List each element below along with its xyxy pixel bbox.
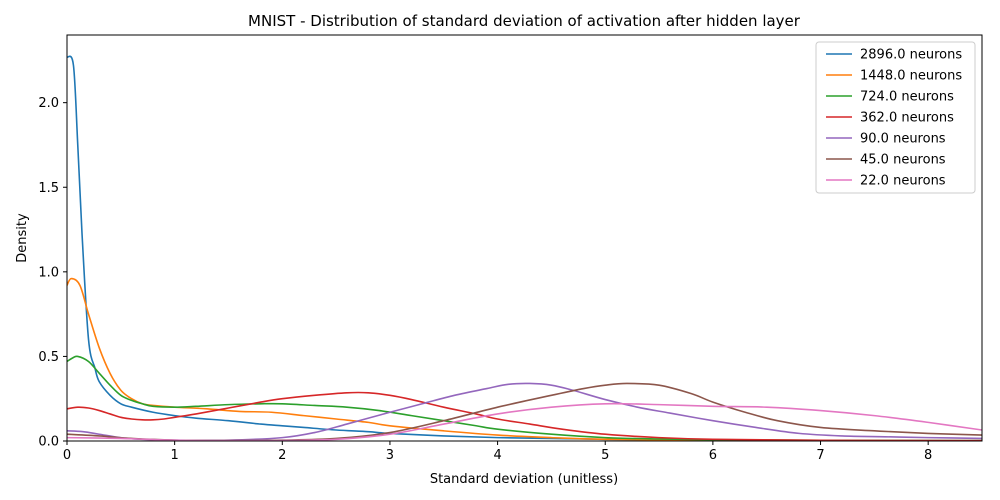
series-line-2 (67, 277, 982, 441)
y-tick-label: 0.5 (38, 350, 59, 365)
y-tick-label: 1.5 (38, 181, 59, 196)
y-tick-label: 2.0 (38, 96, 59, 111)
legend-label: 1448.0 neurons (860, 69, 962, 84)
y-tick-label: 0.0 (38, 435, 59, 450)
legend-label: 90.0 neurons (860, 132, 946, 147)
legend-label: 45.0 neurons (860, 153, 946, 168)
x-tick-label: 3 (386, 448, 394, 463)
series-line-4 (67, 391, 982, 441)
x-tick-label: 4 (493, 448, 501, 463)
x-tick-label: 6 (709, 448, 717, 463)
x-tick-label: 7 (816, 448, 824, 463)
x-axis: 0 1 2 3 4 5 6 7 8 (63, 441, 932, 463)
x-axis-label: Standard deviation (unitless) (430, 472, 618, 487)
legend-label: 2896.0 neurons (860, 48, 962, 63)
y-axis: 0.0 0.5 1.0 1.5 2.0 (38, 96, 67, 450)
legend-label: 362.0 neurons (860, 111, 954, 126)
plot-frame (66, 34, 983, 442)
x-tick-label: 5 (601, 448, 609, 463)
x-tick-label: 1 (171, 448, 179, 463)
legend: 2896.0 neurons 1448.0 neurons 724.0 neuron… (815, 41, 976, 194)
legend-label: 724.0 neurons (860, 90, 954, 105)
legend-label: 22.0 neurons (860, 174, 946, 189)
y-axis-label: Density (15, 213, 30, 263)
legend-box (815, 41, 976, 194)
series-line-3 (67, 355, 982, 441)
chart-title: MNIST - Distribution of standard deviati… (248, 12, 801, 30)
x-tick-label: 0 (63, 448, 71, 463)
x-tick-label: 8 (924, 448, 932, 463)
y-tick-label: 1.0 (38, 265, 59, 280)
x-tick-label: 2 (278, 448, 286, 463)
